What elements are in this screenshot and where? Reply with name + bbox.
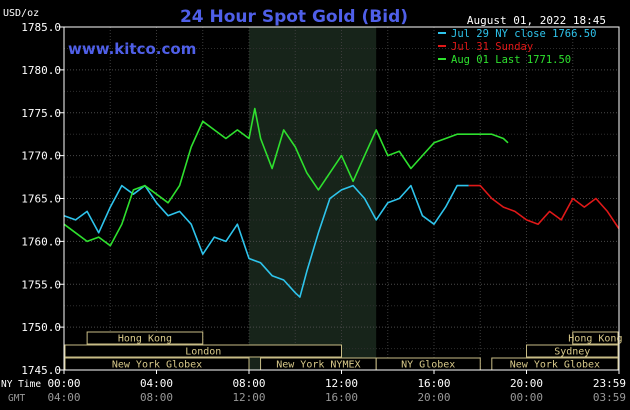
y-axis-ticks: 1785.0 1780.0 1775.0 1770.0 1765.0 1760.0 1755… — [21, 21, 64, 377]
session-label: NY Globex — [401, 360, 455, 371]
y-tick-label: 1750.0 — [21, 321, 61, 334]
x-tick-label-ny: 23:59 — [593, 377, 626, 390]
x-tick-label-ny: 20:00 — [510, 377, 543, 390]
x-tick-label-gmt: 00:00 — [510, 391, 543, 404]
y-tick-label: 1745.0 — [21, 364, 61, 377]
session-label: New York Globex — [510, 360, 600, 371]
x-tick-label-ny: 16:00 — [417, 377, 450, 390]
session-bar — [64, 344, 342, 358]
trading-sessions: Hong Kong Hong Kong London Sydney New York G… — [64, 331, 622, 371]
session-label: London — [185, 347, 221, 358]
x-tick-label-ny: 08:00 — [232, 377, 265, 390]
y-tick-label: 1770.0 — [21, 150, 61, 163]
session-label: New York Globex — [112, 360, 202, 371]
x-tick-label-gmt: 04:00 — [47, 391, 80, 404]
series-line — [63, 107, 509, 247]
legend-label: Aug 01 Last 1771.50 — [451, 54, 571, 66]
y-tick-label: 1785.0 — [21, 21, 61, 34]
x-tick-label-gmt: 03:59 — [593, 391, 626, 404]
legend-label: Jul 29 NY close 1766.50 — [451, 28, 596, 40]
y-unit-label: USD/oz — [3, 8, 39, 19]
watermark: www.kitco.com — [68, 40, 196, 58]
x-tick-label-ny: 12:00 — [325, 377, 358, 390]
x-tick-label-gmt: 12:00 — [232, 391, 265, 404]
session-label: Hong Kong — [568, 334, 622, 345]
session-bar — [86, 331, 204, 345]
y-tick-label: 1760.0 — [21, 235, 61, 248]
series-line — [468, 184, 620, 229]
x-tick-label-gmt: 20:00 — [417, 391, 450, 404]
date-label: August 01, 2022 18:45 — [467, 14, 606, 27]
chart-title: 24 Hour Spot Gold (Bid) — [180, 7, 408, 27]
x-tick-label-ny: 00:00 — [47, 377, 80, 390]
session-label: Sydney — [554, 347, 590, 358]
nymex-session-shade — [249, 27, 377, 370]
x-tick-label-ny: 04:00 — [140, 377, 173, 390]
series-line — [63, 184, 469, 298]
x-tick-label-gmt: 16:00 — [325, 391, 358, 404]
x-axis-ticks: 00:0004:0004:0008:0008:0012:0012:0016:00… — [47, 370, 626, 404]
session-label: New York NYMEX — [276, 360, 360, 371]
y-tick-label: 1755.0 — [21, 278, 61, 291]
y-tick-label: 1775.0 — [21, 107, 61, 120]
x-label-gmt: GMT — [8, 393, 25, 404]
x-label-ny: NY Time — [1, 379, 41, 390]
y-tick-label: 1765.0 — [21, 193, 61, 206]
session-bar — [572, 331, 619, 345]
x-tick-label-gmt: 08:00 — [140, 391, 173, 404]
y-tick-label: 1780.0 — [21, 64, 61, 77]
price-series — [63, 107, 620, 298]
session-label: Hong Kong — [118, 334, 172, 345]
legend-label: Jul 31 Sunday — [451, 41, 533, 53]
session-bar — [526, 344, 619, 358]
